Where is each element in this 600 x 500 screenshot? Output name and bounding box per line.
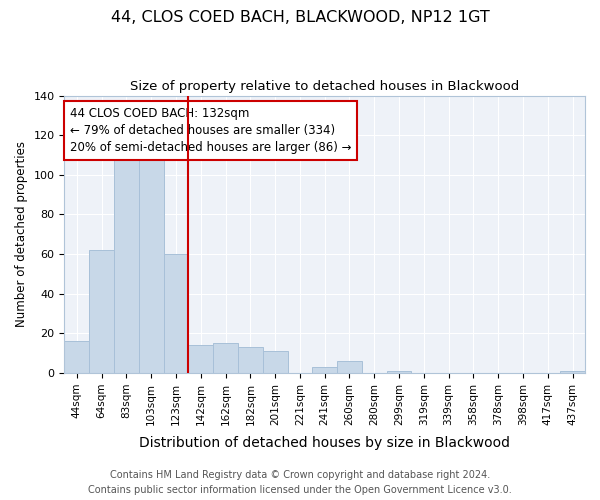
Bar <box>188 346 213 373</box>
Bar <box>337 361 362 373</box>
Title: Size of property relative to detached houses in Blackwood: Size of property relative to detached ho… <box>130 80 520 93</box>
Bar <box>313 367 337 373</box>
Bar <box>386 371 412 373</box>
Bar <box>64 342 89 373</box>
Bar <box>560 371 585 373</box>
Y-axis label: Number of detached properties: Number of detached properties <box>15 142 28 328</box>
Bar <box>114 159 139 373</box>
Bar <box>89 250 114 373</box>
Bar <box>139 143 164 373</box>
Bar <box>213 344 238 373</box>
Bar <box>238 348 263 373</box>
Text: 44, CLOS COED BACH, BLACKWOOD, NP12 1GT: 44, CLOS COED BACH, BLACKWOOD, NP12 1GT <box>110 10 490 25</box>
Text: Contains HM Land Registry data © Crown copyright and database right 2024.
Contai: Contains HM Land Registry data © Crown c… <box>88 470 512 495</box>
Bar <box>164 254 188 373</box>
Text: 44 CLOS COED BACH: 132sqm
← 79% of detached houses are smaller (334)
20% of semi: 44 CLOS COED BACH: 132sqm ← 79% of detac… <box>70 106 351 154</box>
Bar <box>263 351 287 373</box>
X-axis label: Distribution of detached houses by size in Blackwood: Distribution of detached houses by size … <box>139 436 510 450</box>
